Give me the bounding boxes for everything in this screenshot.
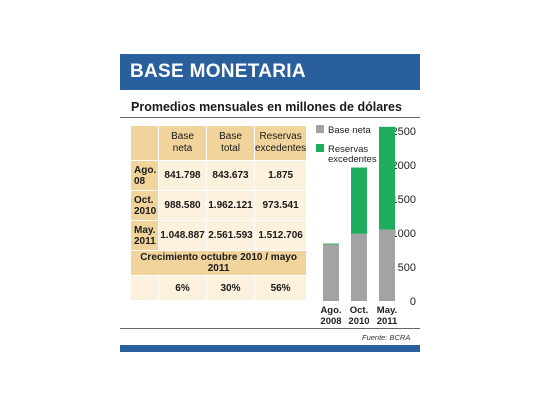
page-title: BASE MONETARIA: [130, 61, 306, 82]
legend-swatch: [316, 144, 324, 152]
y-tick-label: 2500: [392, 126, 416, 138]
x-tick-label: Oct.: [350, 305, 368, 316]
subtitle: Promedios mensuales en millones de dólar…: [131, 100, 402, 114]
column-header: Base neta: [158, 125, 207, 161]
table-cell: 1.512.706: [253, 220, 308, 251]
x-tick-label: May.: [377, 305, 397, 316]
divider-top: [120, 117, 420, 118]
growth-header-row: Crecimiento octubre 2010 / mayo 2011: [129, 250, 308, 276]
x-tick-label: 2011: [377, 316, 398, 327]
table-row: May. 2011 1.048.887 2.561.593 1.512.706: [130, 220, 308, 251]
bar-reservas-excedentes: [379, 126, 395, 230]
footer-bar: [120, 345, 420, 352]
table-header-row: Base neta Base total Reservas excedentes: [130, 125, 308, 161]
bar-base-neta: [351, 233, 367, 301]
title-banner: BASE MONETARIA: [120, 54, 420, 90]
x-tick-label: Ago.: [320, 305, 341, 316]
y-tick-label: 0: [410, 296, 416, 308]
table-row: Ago. 08 841.798 843.673 1.875: [130, 160, 308, 191]
table-row: Oct. 2010 988.580 1.962.121 973.541: [130, 190, 308, 221]
table-cell: 1.962.121: [206, 190, 255, 221]
table-cell: 2.561.593: [206, 220, 255, 251]
legend-label: Reservas: [328, 144, 368, 155]
growth-label: Crecimiento octubre 2010 / mayo 2011: [129, 250, 308, 276]
row-label: Ago. 08: [130, 160, 159, 191]
table-cell: 973.541: [253, 190, 308, 221]
bar-base-neta: [323, 243, 339, 301]
growth-empty-cell: [130, 275, 159, 301]
bar-reservas-excedentes: [351, 167, 367, 234]
growth-value: 56%: [253, 275, 308, 301]
y-tick-label: 2000: [392, 160, 416, 172]
growth-row: 6% 30% 56%: [130, 275, 308, 301]
table-cell: 988.580: [158, 190, 207, 221]
table-cell: 841.798: [158, 160, 207, 191]
table-cell: 843.673: [206, 160, 255, 191]
y-tick-label: 1000: [392, 228, 416, 240]
column-header: Base total: [206, 125, 255, 161]
legend-label: excedentes: [328, 154, 377, 165]
table-corner: [130, 125, 159, 161]
bar-reservas-excedentes: [323, 243, 339, 245]
divider-bottom: [120, 328, 420, 329]
column-header: Reservas excedentes: [253, 125, 308, 161]
growth-value: 6%: [158, 275, 207, 301]
source-note: Fuente: BCRA: [362, 333, 411, 342]
stacked-bar-chart: 0 500 1000 1500 2000 2500 Ago.2008 Oct.2010 May.…: [316, 125, 416, 327]
table-cell: 1.048.887: [158, 220, 207, 251]
row-label: May. 2011: [130, 220, 159, 251]
row-label: Oct. 2010: [130, 190, 159, 221]
legend-label: Base neta: [328, 125, 371, 136]
bar-base-neta: [379, 229, 395, 301]
table-cell: 1.875: [253, 160, 308, 191]
growth-value: 30%: [206, 275, 255, 301]
x-tick-label: 2008: [320, 316, 341, 327]
y-tick-label: 1500: [392, 194, 416, 206]
legend-swatch: [316, 125, 324, 133]
data-table: Base neta Base total Reservas excedentes Ag…: [129, 125, 308, 301]
y-tick-label: 500: [398, 262, 416, 274]
x-tick-label: 2010: [348, 316, 369, 327]
